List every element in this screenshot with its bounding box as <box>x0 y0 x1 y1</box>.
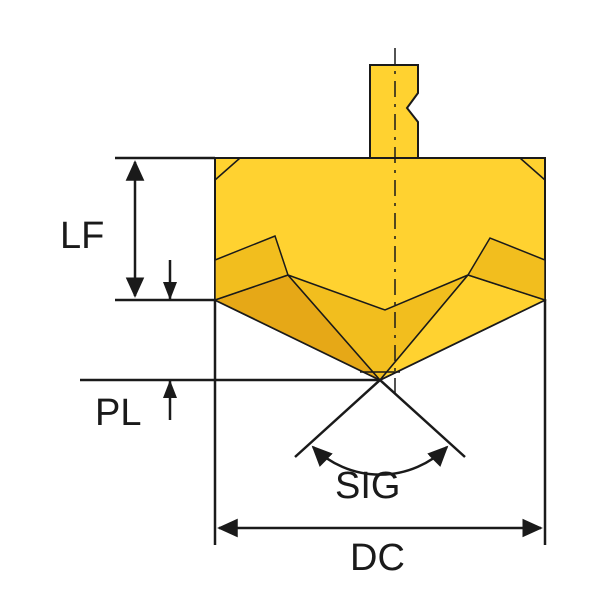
label-dc: DC <box>350 537 405 579</box>
tool-body <box>215 65 545 380</box>
dim-lf: LF <box>60 158 215 300</box>
label-sig: SIG <box>335 465 400 507</box>
shank <box>370 65 418 158</box>
label-pl: PL <box>95 392 141 434</box>
technical-diagram: LF PL SIG DC <box>0 0 600 600</box>
dim-sig: SIG <box>295 380 465 507</box>
label-lf: LF <box>60 215 104 257</box>
